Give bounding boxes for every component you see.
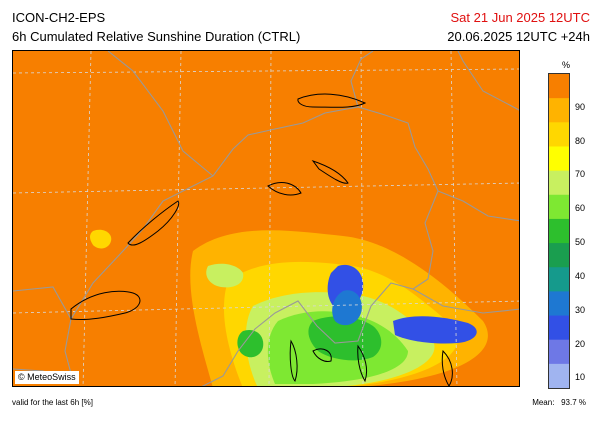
legend-tick-label: 10 bbox=[575, 372, 586, 383]
grid-line bbox=[13, 68, 519, 74]
legend-swatch bbox=[549, 98, 569, 123]
legend-tick-label: 40 bbox=[575, 270, 586, 281]
legend-swatch bbox=[549, 170, 569, 196]
field-mid-blue bbox=[332, 290, 362, 326]
lake-como bbox=[357, 344, 368, 383]
lat-lon-grid bbox=[13, 51, 519, 386]
lake-lugano bbox=[312, 348, 332, 362]
grid-line bbox=[174, 51, 182, 386]
legend-tick-label: 60 bbox=[575, 203, 586, 214]
legend-swatch bbox=[549, 363, 569, 389]
field-patch-nw bbox=[90, 229, 112, 249]
swiss-border bbox=[64, 106, 439, 386]
legend-swatch bbox=[549, 146, 569, 172]
legend-tick-label: 80 bbox=[575, 135, 586, 146]
grid-line bbox=[82, 51, 92, 386]
legend-swatch bbox=[549, 122, 569, 147]
legend-swatch bbox=[549, 291, 569, 317]
legend-swatch bbox=[549, 243, 569, 268]
lake-constance bbox=[297, 93, 367, 108]
grid-line bbox=[450, 51, 458, 386]
legend-bar bbox=[549, 74, 569, 389]
legend-tick-label: 20 bbox=[575, 338, 586, 349]
border-southwest bbox=[13, 286, 72, 320]
mean-readout: Mean: 93.7 % bbox=[532, 398, 586, 407]
lake-geneva bbox=[70, 290, 141, 320]
copyright-label: © MeteoSwiss bbox=[15, 371, 79, 384]
mean-label: Mean: bbox=[532, 398, 555, 407]
lakes bbox=[70, 93, 453, 386]
lake-garda bbox=[441, 349, 453, 386]
legend-swatch bbox=[549, 218, 569, 244]
legend-tick-label: 90 bbox=[575, 101, 586, 112]
map-canvas bbox=[13, 51, 519, 386]
legend-swatch bbox=[549, 74, 569, 99]
legend-swatch bbox=[549, 339, 569, 365]
country-borders bbox=[13, 51, 519, 386]
lake-maggiore bbox=[289, 339, 298, 382]
legend-swatch bbox=[549, 267, 569, 292]
legend-tick-label: 30 bbox=[575, 304, 586, 315]
field-patch-sw bbox=[237, 329, 264, 358]
lake-lucerne bbox=[267, 182, 302, 196]
product-title: 6h Cumulated Relative Sunshine Duration … bbox=[12, 29, 301, 44]
lake-zurich bbox=[311, 160, 349, 184]
lake-neuchatel bbox=[127, 200, 180, 246]
border-east bbox=[457, 51, 519, 111]
legend-tick-label: 50 bbox=[575, 237, 586, 248]
field-patch-west bbox=[206, 263, 244, 288]
grid-line bbox=[13, 182, 519, 194]
sunshine-map[interactable]: © MeteoSwiss bbox=[12, 50, 520, 387]
legend-tick-label: 70 bbox=[575, 169, 586, 180]
legend-swatch bbox=[549, 194, 569, 220]
border-northwest bbox=[107, 51, 214, 177]
color-legend bbox=[548, 73, 570, 389]
run-info: 20.06.2025 12UTC +24h bbox=[447, 29, 590, 44]
border-italy bbox=[412, 288, 519, 314]
valid-time: Sat 21 Jun 2025 12UTC bbox=[450, 10, 590, 25]
validity-note: valid for the last 6h [%] bbox=[12, 398, 93, 407]
legend-unit: % bbox=[562, 60, 571, 70]
border-austria bbox=[437, 190, 519, 222]
grid-line bbox=[360, 51, 364, 386]
model-title: ICON-CH2-EPS bbox=[12, 10, 106, 25]
mean-value: 93.7 % bbox=[561, 398, 586, 407]
border-north bbox=[350, 51, 374, 108]
grid-line bbox=[13, 300, 519, 314]
legend-swatch bbox=[549, 315, 569, 341]
grid-line bbox=[268, 51, 272, 386]
